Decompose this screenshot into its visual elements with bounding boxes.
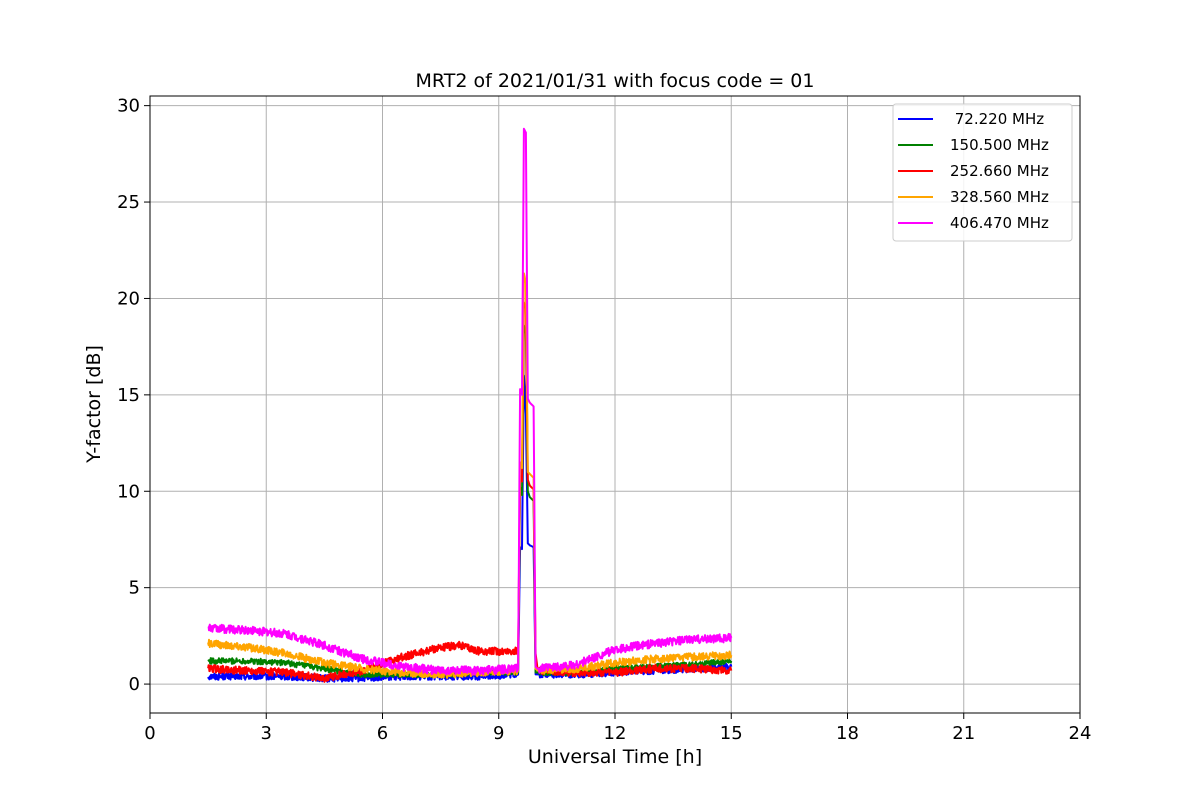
y-tick-label: 15: [117, 385, 140, 406]
series-line-4: [207, 127, 733, 676]
x-tick-label: 15: [720, 723, 743, 744]
series-line-2: [207, 301, 733, 683]
grid: [149, 96, 1081, 713]
chart-title: MRT2 of 2021/01/31 with focus code = 01: [416, 70, 815, 92]
legend-label: 406.470 MHz: [950, 214, 1049, 232]
x-tick-label: 9: [493, 723, 504, 744]
y-tick-label: 0: [129, 674, 140, 695]
x-tick-label: 3: [261, 723, 272, 744]
legend-label: 150.500 MHz: [950, 136, 1049, 154]
x-tick-label: 18: [836, 723, 859, 744]
x-tick-label: 21: [952, 723, 975, 744]
legend-label: 72.220 MHz: [950, 110, 1044, 128]
y-axis-title: Y-factor [dB]: [83, 345, 105, 464]
x-tick-label: 12: [604, 723, 627, 744]
legend-box: [892, 103, 1073, 242]
y-tick-label: 25: [117, 192, 140, 213]
x-tick-label: 24: [1069, 723, 1092, 744]
series-line-3: [207, 272, 733, 679]
y-tick-label: 30: [117, 96, 140, 117]
series-line-1: [207, 324, 733, 679]
x-axis-title: Universal Time [h]: [528, 746, 702, 768]
legend: 72.220 MHz 150.500 MHz 252.660 MHz 328.560 …: [892, 103, 1073, 242]
y-tick-label: 10: [117, 481, 140, 502]
axes: 0 3 6 9 12 15 18 21 24 0 5 10 15 20 25 30: [117, 95, 1092, 744]
x-tick-label: 6: [377, 723, 388, 744]
legend-label: 252.660 MHz: [950, 162, 1049, 180]
y-tick-label: 5: [129, 578, 140, 599]
series-layer: [207, 127, 733, 683]
legend-label: 328.560 MHz: [950, 188, 1049, 206]
x-tick-label: 0: [144, 723, 155, 744]
y-tick-label: 20: [117, 288, 140, 309]
